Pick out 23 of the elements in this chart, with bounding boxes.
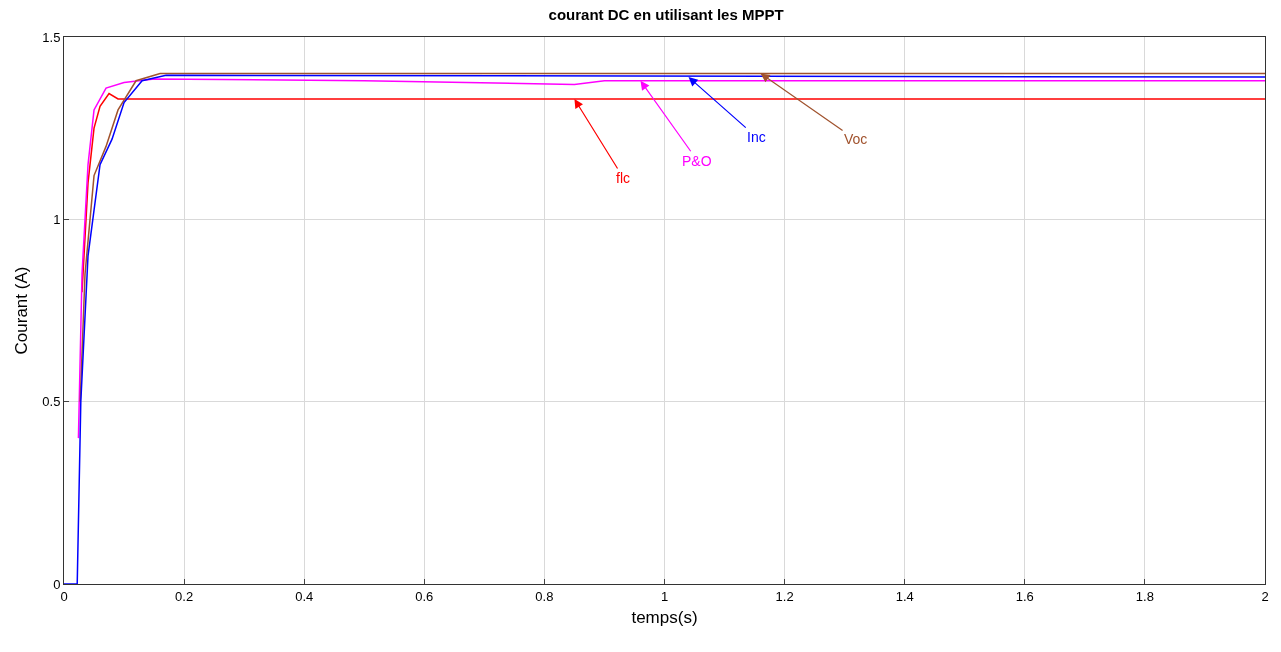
x-tick-label: 2 bbox=[1261, 588, 1269, 604]
x-tick-label: 1 bbox=[660, 588, 669, 604]
line-series bbox=[81, 92, 1265, 294]
y-tick-label: 0.5 bbox=[42, 394, 61, 410]
x-tick-label: 0.6 bbox=[415, 588, 434, 604]
x-axis-title: temps(s) bbox=[631, 608, 698, 627]
annotation: Voc bbox=[844, 131, 868, 147]
chart-title: courant DC en utilisant les MPPT bbox=[548, 6, 784, 24]
y-tick-label: 0 bbox=[53, 576, 61, 592]
x-tick-label: 0.2 bbox=[175, 588, 194, 604]
line-series bbox=[64, 74, 1265, 584]
annotation: flc bbox=[616, 170, 630, 186]
x-tick-label: 1.8 bbox=[1135, 588, 1154, 604]
x-tick-label: 0.8 bbox=[535, 588, 554, 604]
x-tick-label: 1.4 bbox=[895, 588, 914, 604]
x-tick-label: 0.4 bbox=[295, 588, 314, 604]
y-axis-title: Courant (A) bbox=[11, 266, 31, 355]
annotation: Inc bbox=[747, 129, 766, 145]
x-tick-label: 1.6 bbox=[1015, 588, 1034, 604]
annotation: P&O bbox=[682, 153, 712, 169]
x-tick-label: 1.2 bbox=[775, 588, 794, 604]
y-tick-label: 1 bbox=[53, 211, 61, 227]
y-tick-label: 1.5 bbox=[42, 29, 61, 45]
